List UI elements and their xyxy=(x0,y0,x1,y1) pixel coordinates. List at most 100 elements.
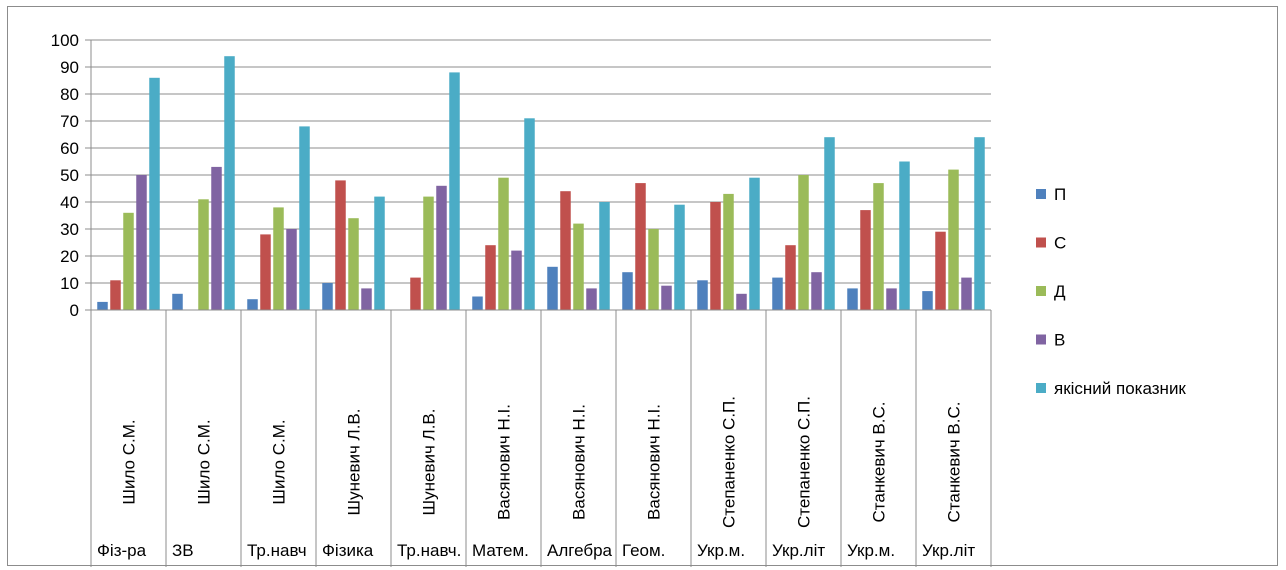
bar-4-cat-8 xyxy=(661,285,672,310)
bar-5-cat-8 xyxy=(674,204,685,310)
bar-2-cat-9 xyxy=(710,202,721,310)
bar-2-cat-1 xyxy=(110,280,121,310)
category-teacher-label: Шило С.М. xyxy=(270,419,289,504)
y-tick-label: 80 xyxy=(60,85,79,104)
bar-1-cat-7 xyxy=(547,266,558,310)
bar-5-cat-2 xyxy=(224,56,235,311)
bar-1-cat-10 xyxy=(772,277,783,310)
bar-5-cat-1 xyxy=(149,77,160,310)
bar-5-cat-10 xyxy=(824,137,835,310)
bar-1-cat-11 xyxy=(847,288,858,310)
category-labels: Шило С.М. Фіз-ра Шило С.М. ЗВ Шило С.М. Тр.на… xyxy=(97,396,975,560)
bar-4-cat-11 xyxy=(886,288,897,310)
category-subject-label: Алгебра xyxy=(547,541,613,560)
y-tick-label: 40 xyxy=(60,193,79,212)
bar-5-cat-12 xyxy=(974,137,985,310)
category-teacher-label: Васянович Н.І. xyxy=(495,404,514,520)
y-tick-label: 10 xyxy=(60,274,79,293)
legend-label: якісний показник xyxy=(1054,379,1186,398)
bar-1-cat-3 xyxy=(247,299,258,310)
bar-2-cat-3 xyxy=(260,234,271,310)
bar-1-cat-4 xyxy=(322,283,333,310)
category-subject-label: Укр.м. xyxy=(847,541,895,560)
bar-5-cat-9 xyxy=(749,177,760,310)
y-tick-label: 0 xyxy=(70,301,79,320)
bar-5-cat-6 xyxy=(524,118,535,310)
bar-4-cat-5 xyxy=(436,185,447,310)
bar-4-cat-6 xyxy=(511,250,522,310)
category-teacher-label: Степаненко С.П. xyxy=(795,396,814,528)
bar-3-cat-1 xyxy=(123,212,134,310)
bar-4-cat-9 xyxy=(736,293,747,310)
category-teacher-label: Станкевич В.С. xyxy=(945,402,964,523)
bar-2-cat-5 xyxy=(410,277,421,310)
axes xyxy=(85,39,992,567)
bar-4-cat-10 xyxy=(811,272,822,310)
category-subject-label: ЗВ xyxy=(172,541,194,560)
bar-3-cat-2 xyxy=(198,199,209,310)
category-subject-label: Геом. xyxy=(622,541,665,560)
category-teacher-label: Васянович Н.І. xyxy=(645,404,664,520)
y-tick-label: 90 xyxy=(60,58,79,77)
bar-3-cat-10 xyxy=(798,175,809,310)
category-teacher-label: Степаненко С.П. xyxy=(720,396,739,528)
bar-2-cat-6 xyxy=(485,245,496,310)
bar-5-cat-5 xyxy=(449,72,460,311)
bar-4-cat-12 xyxy=(961,277,972,310)
y-tick-label: 50 xyxy=(60,166,79,185)
bar-3-cat-7 xyxy=(573,223,584,310)
legend-swatch xyxy=(1036,189,1046,199)
category-subject-label: Фіз-ра xyxy=(97,541,147,560)
category-subject-label: Укр.літ xyxy=(922,541,975,560)
bar-3-cat-5 xyxy=(423,196,434,310)
bar-5-cat-7 xyxy=(599,202,610,310)
bar-5-cat-3 xyxy=(299,126,310,311)
category-subject-label: Фізика xyxy=(322,541,374,560)
category-teacher-label: Шуневич Л.В. xyxy=(345,409,364,516)
bar-2-cat-11 xyxy=(860,210,871,310)
bar-2-cat-12 xyxy=(935,231,946,310)
bar-3-cat-6 xyxy=(498,177,509,310)
legend-swatch xyxy=(1036,383,1046,393)
bar-5-cat-4 xyxy=(374,196,385,310)
category-subject-label: Укр.м. xyxy=(697,541,745,560)
legend-swatch xyxy=(1036,286,1046,296)
category-teacher-label: Васянович Н.І. xyxy=(570,404,589,520)
y-tick-label: 20 xyxy=(60,247,79,266)
bar-3-cat-9 xyxy=(723,193,734,310)
bar-2-cat-10 xyxy=(785,245,796,310)
category-teacher-label: Станкевич В.С. xyxy=(870,402,889,523)
bar-4-cat-3 xyxy=(286,229,297,310)
bar-1-cat-9 xyxy=(697,280,708,310)
bar-3-cat-3 xyxy=(273,207,284,310)
bar-2-cat-4 xyxy=(335,180,346,310)
bar-1-cat-12 xyxy=(922,291,933,310)
bar-3-cat-8 xyxy=(648,229,659,310)
y-tick-labels: 0 10 20 30 40 50 60 70 80 90 100 xyxy=(51,31,79,320)
category-teacher-label: Шило С.М. xyxy=(195,419,214,504)
category-teacher-label: Шуневич Л.В. xyxy=(420,409,439,516)
category-subject-label: Тр.навч xyxy=(247,541,307,560)
legend-label: Д xyxy=(1054,282,1066,301)
legend-label: В xyxy=(1054,331,1065,350)
gridlines xyxy=(91,39,991,284)
bar-4-cat-7 xyxy=(586,288,597,310)
category-teacher-label: Шило С.М. xyxy=(120,419,139,504)
category-subject-label: Тр.навч. xyxy=(397,541,461,560)
chart-area: 0 10 20 30 40 50 60 70 80 90 100 Шило С.М. Фіз-ра Ши… xyxy=(7,6,1278,567)
bar-3-cat-12 xyxy=(948,169,959,310)
legend-label: П xyxy=(1054,185,1066,204)
bar-2-cat-7 xyxy=(560,191,571,310)
category-subject-label: Матем. xyxy=(472,541,529,560)
legend-swatch xyxy=(1036,237,1046,248)
bar-1-cat-8 xyxy=(622,272,633,310)
bar-4-cat-2 xyxy=(211,166,222,310)
bar-1-cat-6 xyxy=(472,296,483,310)
legend-label: С xyxy=(1054,234,1066,253)
bar-1-cat-2 xyxy=(172,293,183,310)
y-tick-label: 70 xyxy=(60,112,79,131)
bar-2-cat-8 xyxy=(635,183,646,310)
bar-4-cat-1 xyxy=(136,175,147,310)
